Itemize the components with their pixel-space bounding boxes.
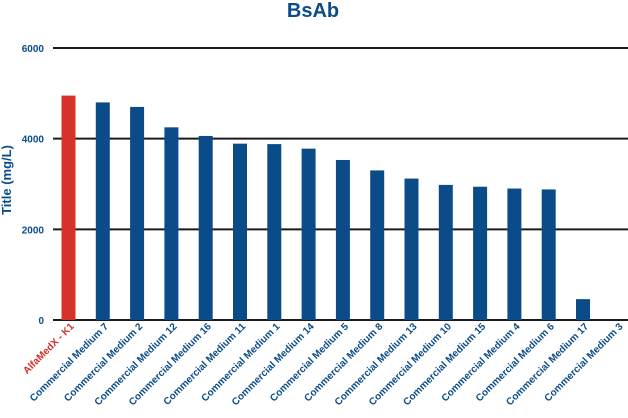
bar xyxy=(267,144,282,320)
bar xyxy=(541,189,556,320)
bar xyxy=(370,170,385,320)
bar xyxy=(301,148,316,320)
y-tick-label: 2000 xyxy=(22,225,45,236)
y-tick-labels: 0 2000 4000 6000 xyxy=(22,44,45,327)
bars xyxy=(61,95,590,321)
bar xyxy=(95,102,110,321)
bar xyxy=(473,186,488,320)
bar xyxy=(198,135,213,320)
bar xyxy=(130,106,145,320)
bar xyxy=(404,178,419,320)
bar xyxy=(438,184,453,320)
bar xyxy=(164,127,179,320)
y-tick-label: 4000 xyxy=(22,135,45,146)
y-tick-label: 6000 xyxy=(22,44,45,55)
bar xyxy=(233,143,247,320)
bar xyxy=(61,95,76,320)
y-axis-label: Title (mg/L) xyxy=(0,145,14,215)
bar xyxy=(576,299,590,320)
bar xyxy=(507,188,522,320)
bar xyxy=(335,159,350,320)
y-tick-label: 0 xyxy=(38,316,44,327)
chart-title: BsAb xyxy=(287,0,339,22)
